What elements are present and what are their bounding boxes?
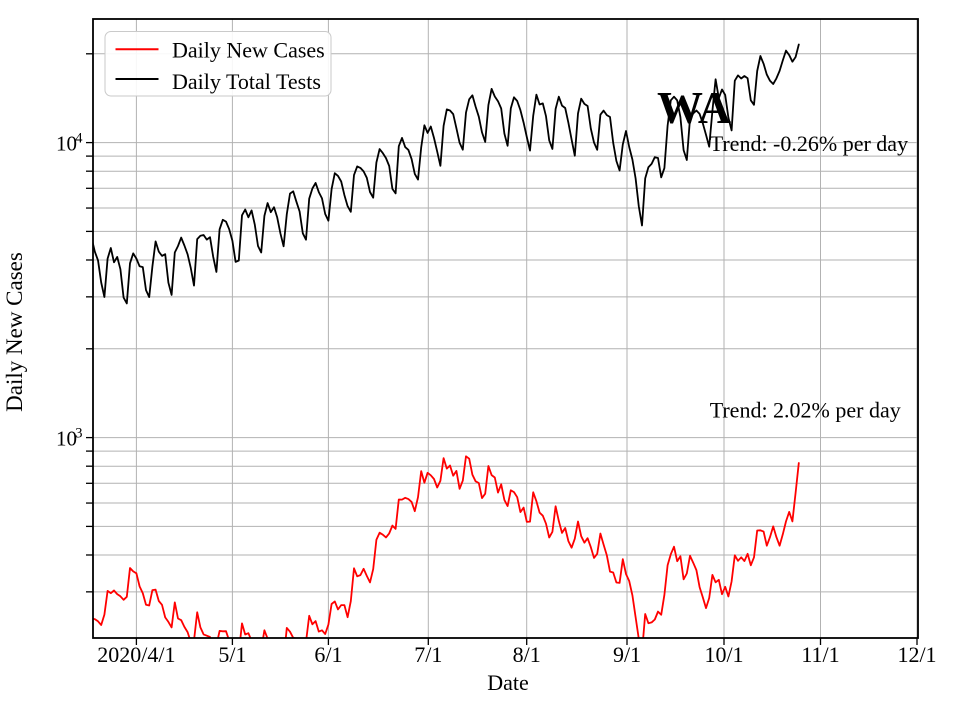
svg-text:WA: WA bbox=[657, 82, 731, 133]
svg-text:Date: Date bbox=[487, 670, 529, 695]
svg-text:Daily New Cases: Daily New Cases bbox=[172, 38, 325, 63]
svg-text:11/1: 11/1 bbox=[801, 642, 839, 667]
svg-text:5/1: 5/1 bbox=[218, 642, 246, 667]
svg-text:10/1: 10/1 bbox=[704, 642, 743, 667]
svg-text:12/1: 12/1 bbox=[897, 642, 936, 667]
svg-text:8/1: 8/1 bbox=[513, 642, 541, 667]
svg-text:6/1: 6/1 bbox=[314, 642, 342, 667]
svg-text:Trend: -0.26% per day: Trend: -0.26% per day bbox=[710, 131, 908, 156]
svg-text:2020/4/1: 2020/4/1 bbox=[97, 642, 175, 667]
svg-text:10: 10 bbox=[56, 427, 77, 451]
svg-text:9/1: 9/1 bbox=[613, 642, 641, 667]
svg-text:3: 3 bbox=[75, 425, 82, 441]
svg-text:Trend: 2.02% per day: Trend: 2.02% per day bbox=[710, 398, 901, 423]
svg-text:4: 4 bbox=[75, 130, 83, 146]
svg-text:7/1: 7/1 bbox=[414, 642, 442, 667]
svg-text:Daily New Cases: Daily New Cases bbox=[2, 252, 27, 412]
svg-text:Daily Total Tests: Daily Total Tests bbox=[172, 69, 321, 94]
svg-text:10: 10 bbox=[56, 132, 77, 156]
